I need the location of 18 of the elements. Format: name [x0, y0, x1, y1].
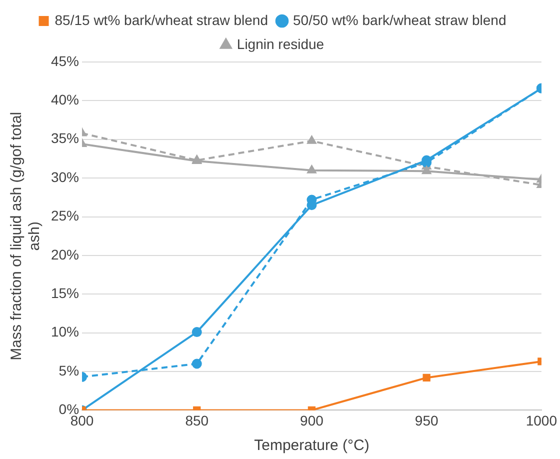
y-tick-label: 45%	[50, 52, 80, 69]
x-tick-label: 1000	[526, 412, 558, 428]
legend-label: 85/15 wt% bark/wheat straw blend	[54, 12, 268, 28]
y-tick-label: 20%	[50, 246, 80, 262]
y-tick-label: 5%	[58, 362, 80, 378]
y-tick-label: 35%	[50, 130, 80, 146]
y-tick-label: 40%	[50, 92, 80, 108]
y-tick-label: 25%	[50, 208, 80, 224]
legend-label: 50/50 wt% bark/wheat straw blend	[293, 12, 506, 28]
y-tick-label: 30%	[50, 168, 80, 185]
x-tick-label: 850	[185, 412, 209, 428]
y-axis-title: Mass fraction of liquid ash (g/gof total ash)	[8, 112, 44, 360]
x-axis-title: Temperature (°C)	[254, 437, 370, 454]
x-tick-label: 900	[300, 412, 324, 428]
x-tick-label: 950	[414, 412, 438, 428]
y-tick-label: 10%	[50, 324, 80, 340]
legend-label: Lignin residue	[236, 36, 324, 52]
y-tick-label: 15%	[50, 284, 80, 301]
